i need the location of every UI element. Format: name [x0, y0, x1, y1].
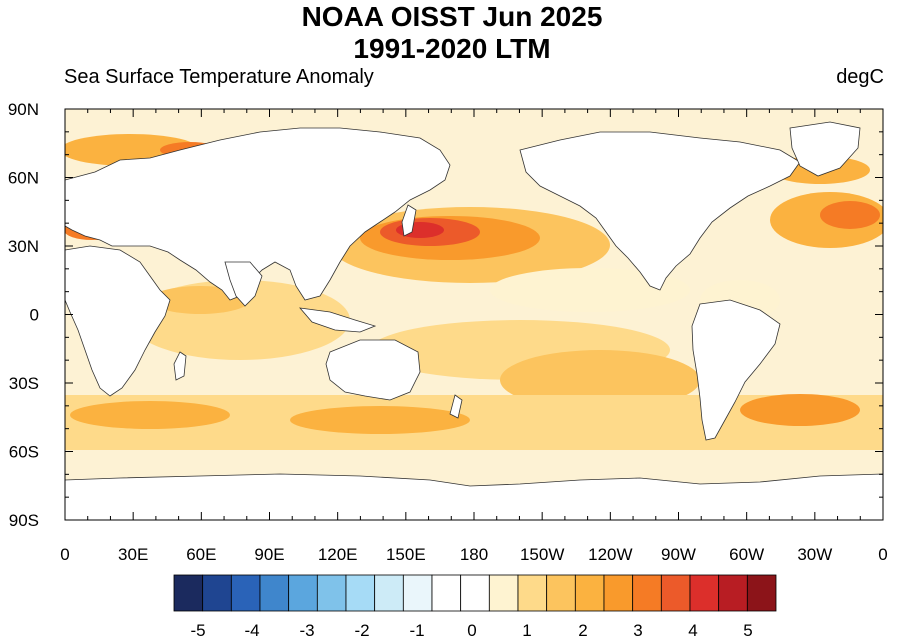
lat-tick-label: 30N	[8, 237, 39, 256]
landmass-greenland	[789, 121, 861, 177]
colorbar-swatch	[288, 574, 318, 612]
units-label: degC	[836, 66, 884, 88]
lat-tick-label: 60S	[9, 443, 39, 462]
colorbar-swatch	[574, 574, 605, 612]
colorbar-label: -5	[190, 621, 205, 640]
landmass-madagascar	[173, 351, 187, 381]
lon-tick-label: 30E	[118, 545, 148, 564]
colorbar-swatch	[689, 574, 720, 612]
colorbar-swatch	[517, 574, 548, 612]
lon-tick-label: 120E	[318, 545, 358, 564]
continent-eurasia	[65, 127, 451, 301]
lon-tick-label: 120W	[588, 545, 632, 564]
longitude-axis: 0 30E 60E 90E 120E 150E 180 150W 120W 90W 60W 30W 0	[60, 109, 888, 564]
continent-africa	[65, 245, 171, 397]
colorbar-label: -2	[354, 621, 369, 640]
colorbar-label: 2	[578, 621, 587, 640]
colorbar-swatch	[460, 574, 490, 612]
colorbar-swatch	[230, 574, 261, 612]
colorbar-label: -4	[244, 621, 259, 640]
colorbar-swatch	[259, 574, 290, 612]
colorbar-swatch	[660, 574, 691, 612]
lon-tick-label: 60E	[186, 545, 216, 564]
lon-tick-label: 180	[460, 545, 488, 564]
colorbar-label: 1	[522, 621, 531, 640]
colorbar-swatch	[632, 574, 662, 612]
colorbar-swatch	[746, 574, 777, 612]
colorbar-label: 3	[633, 621, 642, 640]
colorbar-label: 0	[467, 621, 476, 640]
continent-australia	[325, 339, 421, 401]
lon-tick-label: 30W	[797, 545, 832, 564]
colorbar-label: -3	[299, 621, 314, 640]
latitude-axis: 90N 60N 30N 0 30S 60S 90S	[8, 100, 883, 530]
colorbar-swatch	[316, 574, 347, 612]
lon-tick-label: 60W	[729, 545, 764, 564]
colorbar-swatch	[603, 574, 634, 612]
chart-title: NOAA OISST Jun 2025	[301, 1, 603, 32]
colorbar-swatch	[488, 574, 519, 612]
colorbar-swatch	[431, 574, 462, 612]
lon-tick-label: 150W	[520, 545, 564, 564]
chart-subtitle: 1991-2020 LTM	[353, 33, 551, 64]
colorbar-swatch	[202, 574, 232, 612]
landmass-new-zealand	[449, 394, 463, 419]
lat-tick-label: 30S	[9, 374, 39, 393]
colorbar-swatch	[402, 574, 433, 612]
colorbar-label: 5	[743, 621, 752, 640]
colorbar-label: -1	[409, 621, 424, 640]
continent-south-america	[691, 299, 781, 441]
colorbar-swatch	[718, 574, 748, 612]
lat-tick-label: 0	[30, 306, 39, 325]
landmass-india	[224, 261, 263, 307]
anomaly-region	[70, 401, 230, 429]
lon-tick-label: 150E	[386, 545, 426, 564]
land-masses	[65, 121, 883, 520]
landmass-japan	[401, 204, 417, 237]
colorbar-swatch	[345, 574, 376, 612]
anomaly-region	[490, 268, 690, 312]
landmass-indonesia	[299, 307, 377, 333]
anomaly-region	[820, 201, 880, 229]
lon-tick-label: 90E	[254, 545, 284, 564]
colorbar-swatch	[173, 574, 204, 612]
lon-tick-label: 0	[60, 545, 69, 564]
colorbar: -5 -4 -3 -2 -1 0 1 2 3 4 5	[173, 574, 777, 640]
anomaly-region	[290, 406, 470, 434]
lat-tick-label: 90N	[8, 100, 39, 119]
lon-tick-label: 90W	[661, 545, 696, 564]
lat-tick-label: 90S	[9, 511, 39, 530]
variable-label: Sea Surface Temperature Anomaly	[64, 66, 374, 88]
map-area: 90N 60N 30N 0 30S 60S 90S 0 30E 60E 90E 120E 150E 18…	[8, 100, 888, 564]
colorbar-swatch	[374, 574, 404, 612]
colorbar-swatch	[546, 574, 576, 612]
lon-tick-label: 0	[878, 545, 887, 564]
continent-north-america	[519, 131, 801, 291]
colorbar-label: 4	[688, 621, 697, 640]
continent-antarctica	[65, 473, 883, 520]
anomaly-region	[740, 394, 860, 426]
lat-tick-label: 60N	[8, 169, 39, 188]
